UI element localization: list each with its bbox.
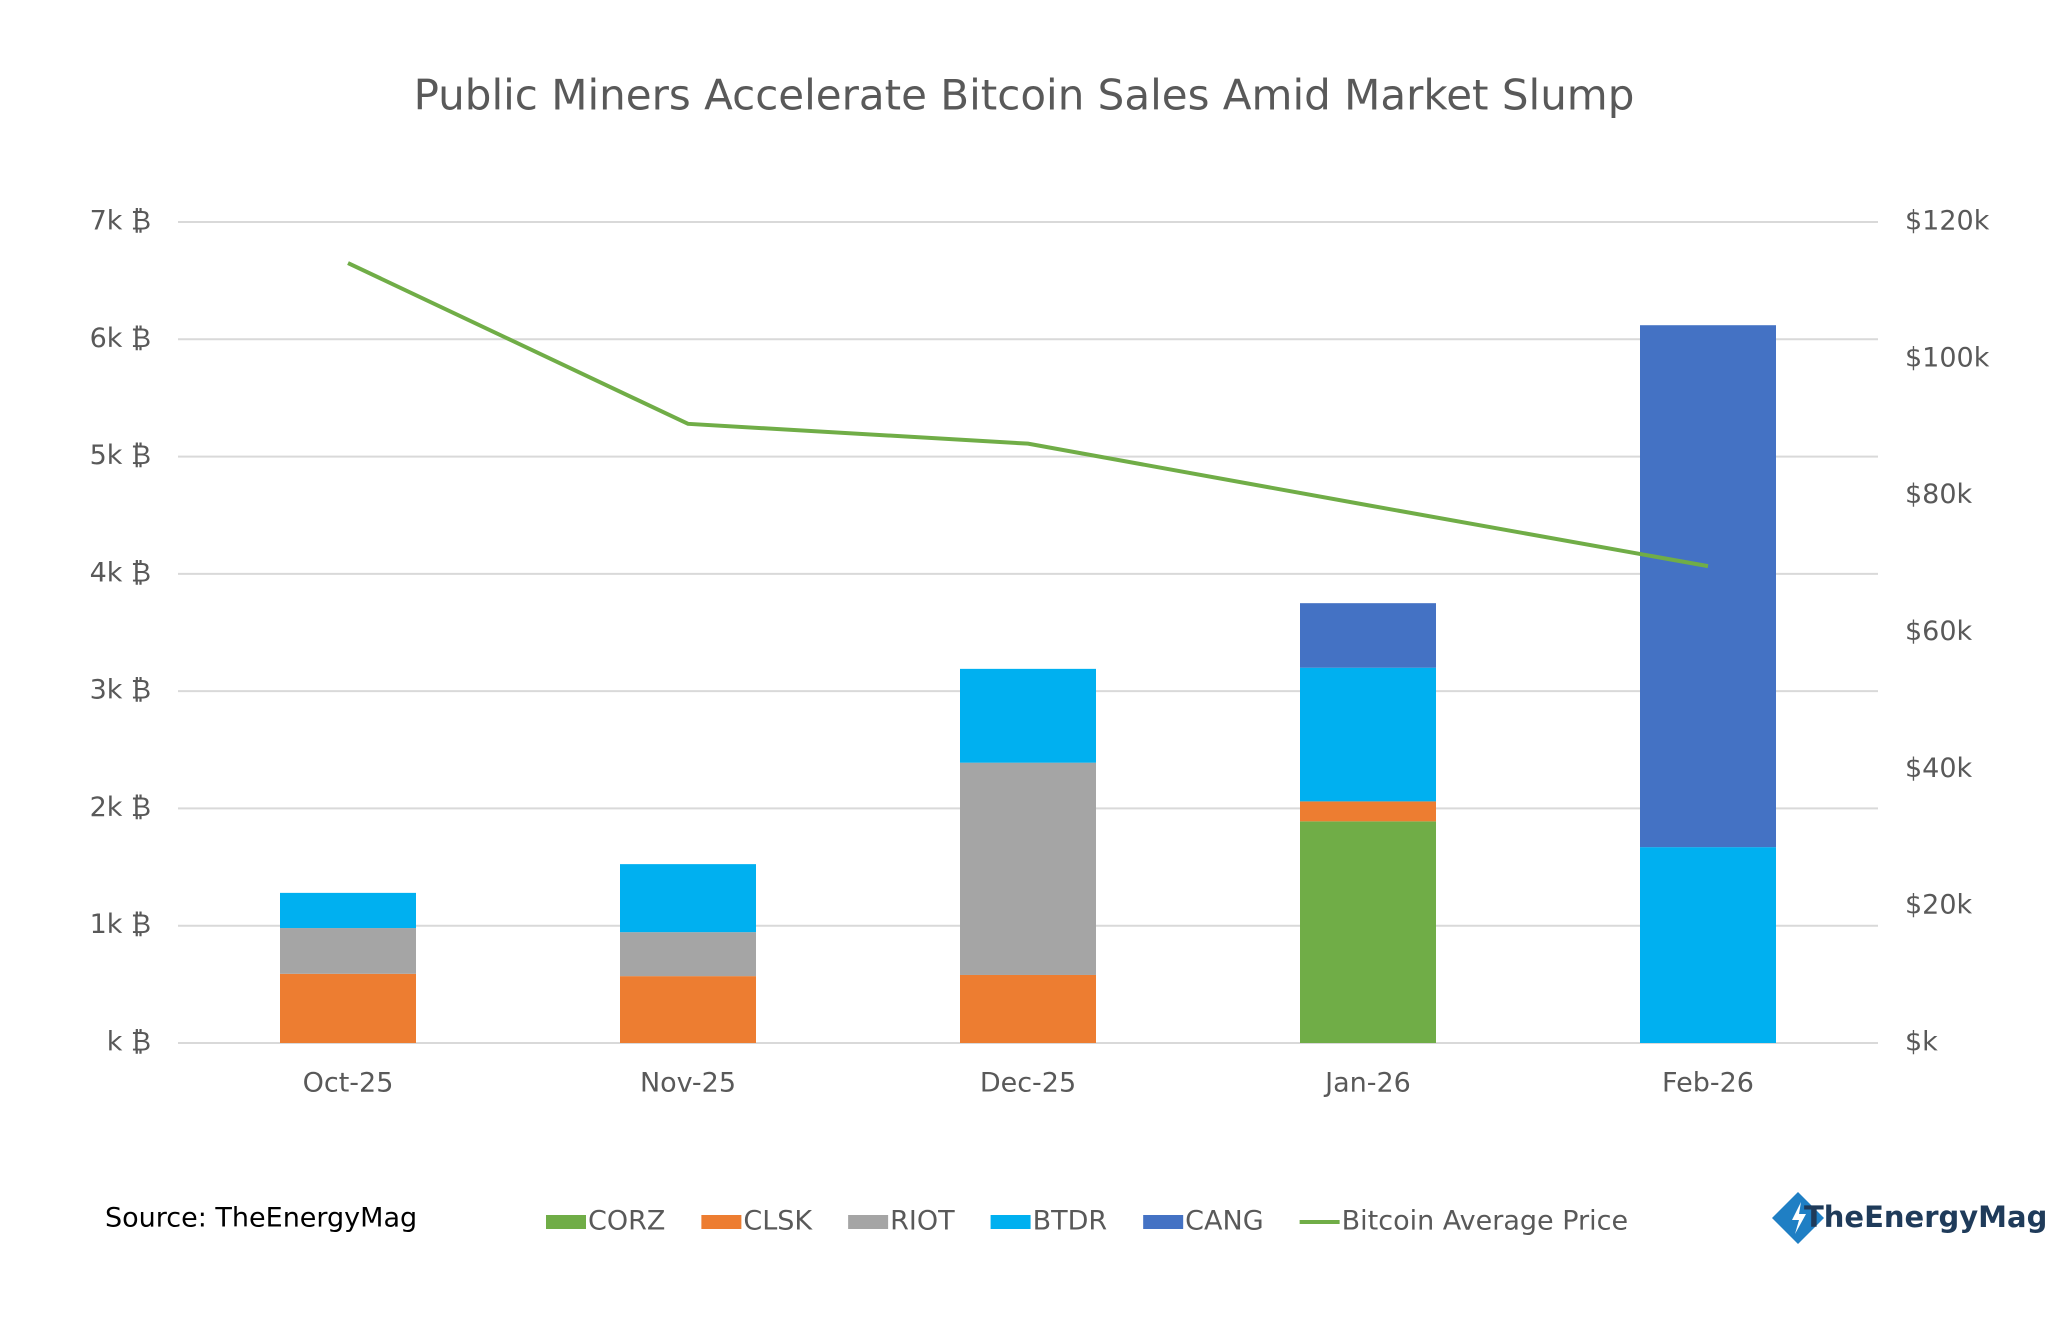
y-tick-label: 5k ₿ [90,440,151,471]
legend-swatch [1143,1215,1184,1229]
y2-tick-label: $k [1905,1027,1938,1058]
y2-tick-label: $80k [1905,479,1973,510]
logo-bolt [1792,1202,1806,1234]
legend-label: CORZ [588,1206,665,1237]
y-tick-label: 3k ₿ [90,675,151,706]
logo: TheEnergyMag [1772,1192,2047,1244]
legend-swatch [848,1215,889,1229]
bar-segment [280,973,416,1043]
x-tick-label: Jan-26 [1323,1068,1411,1099]
legend-label: CLSK [743,1206,813,1237]
bar-segment [960,762,1096,975]
bar-segment [620,976,756,1043]
legend-swatch [701,1215,742,1229]
y2-tick-label: $120k [1905,206,1990,237]
bar-segment [1640,847,1776,1043]
bar-segment [280,892,416,929]
bar-segment [1300,801,1436,822]
y2-tick-label: $40k [1905,753,1973,784]
bar-segment [1300,821,1436,1043]
bar-segment [620,864,756,933]
y2-tick-label: $60k [1905,616,1973,647]
y2-tick-label: $100k [1905,342,1990,373]
x-tick-label: Nov-25 [640,1068,736,1099]
bar-segment [960,668,1096,763]
chart-title: Public Miners Accelerate Bitcoin Sales A… [414,71,1635,120]
legend-label: RIOT [890,1206,955,1237]
bar-segment [1300,603,1436,668]
logo-text: TheEnergyMag [1804,1200,2047,1234]
legend-label: BTDR [1033,1206,1108,1237]
bar-segment [960,974,1096,1043]
x-tick-label: Oct-25 [303,1068,394,1099]
y-tick-label: 1k ₿ [90,909,151,940]
bar-segment [1300,667,1436,802]
y-tick-label: 4k ₿ [90,557,151,588]
y2-tick-label: $20k [1905,890,1973,921]
y-tick-label: 6k ₿ [90,323,151,354]
price-line [347,261,1709,569]
x-tick-label: Dec-25 [980,1068,1076,1099]
bar-segment [280,928,416,974]
legend-label: CANG [1185,1206,1263,1237]
legend-label: Bitcoin Average Price [1342,1206,1629,1237]
x-tick-label: Feb-26 [1662,1068,1754,1099]
legend-swatch [546,1215,586,1229]
bar-segment [620,932,756,977]
y-tick-label: k ₿ [107,1027,151,1058]
y-tick-label: 2k ₿ [90,792,151,823]
bar-segment [1640,325,1776,848]
y-tick-label: 7k ₿ [90,206,151,237]
source: Source: TheEnergyMag [105,1203,417,1234]
legend-swatch [990,1215,1031,1229]
